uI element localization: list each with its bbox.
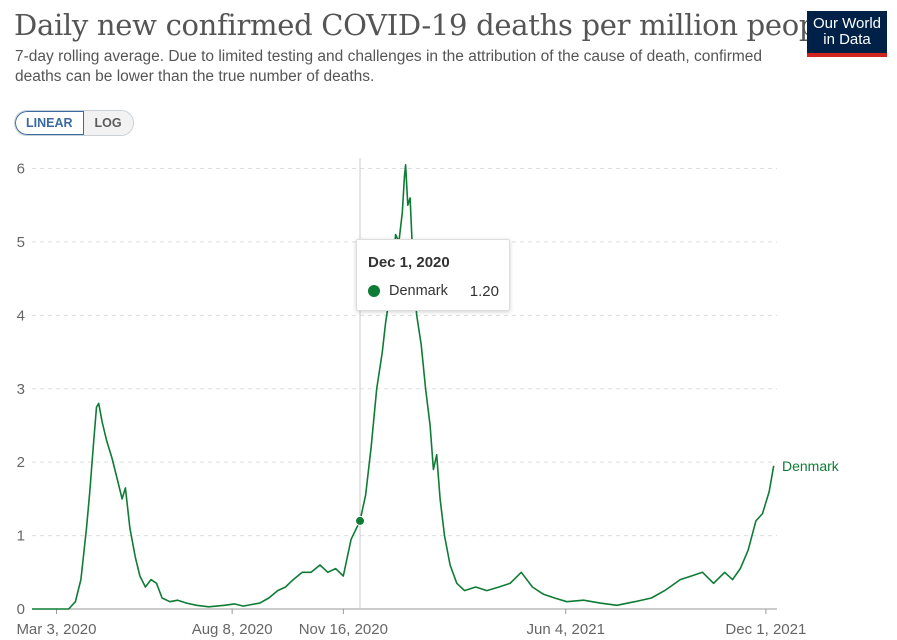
y-tick-label: 4: [17, 307, 25, 324]
y-tick-label: 1: [17, 528, 25, 545]
owid-logo[interactable]: Our World in Data: [807, 11, 887, 57]
hover-point: [355, 515, 366, 526]
tooltip-date: Dec 1, 2020: [368, 254, 450, 271]
y-tick-label: 3: [17, 381, 25, 398]
hover-tooltip: Dec 1, 2020 Denmark 1.20: [356, 239, 510, 311]
x-tick-label: Mar 3, 2020: [16, 621, 96, 638]
tooltip-series-name: Denmark: [389, 283, 448, 299]
y-tick-label: 5: [17, 234, 25, 251]
x-tick-label: Nov 16, 2020: [299, 621, 388, 638]
linear-scale-button[interactable]: LINEAR: [15, 111, 84, 135]
logo-line-1: Our World: [812, 15, 882, 32]
x-tick-label: Aug 8, 2020: [192, 621, 273, 638]
series-end-label: Denmark: [782, 458, 840, 474]
y-tick-label: 6: [17, 161, 25, 178]
tooltip-series-dot: [368, 285, 380, 297]
chart-title: Daily new confirmed COVID-19 deaths per …: [14, 8, 844, 42]
tooltip-value: 1.20: [469, 283, 499, 300]
series-line-denmark: [32, 164, 775, 610]
x-tick-label: Dec 1, 2021: [725, 621, 806, 638]
chart-subtitle: 7-day rolling average. Due to limited te…: [15, 48, 763, 85]
logo-line-2: in Data: [823, 31, 871, 48]
x-tick-label: Jun 4, 2021: [527, 621, 605, 638]
scale-toggle: LINEAR LOG: [14, 110, 134, 136]
y-tick-label: 0: [17, 601, 25, 618]
y-tick-label: 2: [17, 454, 25, 471]
log-scale-button[interactable]: LOG: [83, 111, 133, 135]
